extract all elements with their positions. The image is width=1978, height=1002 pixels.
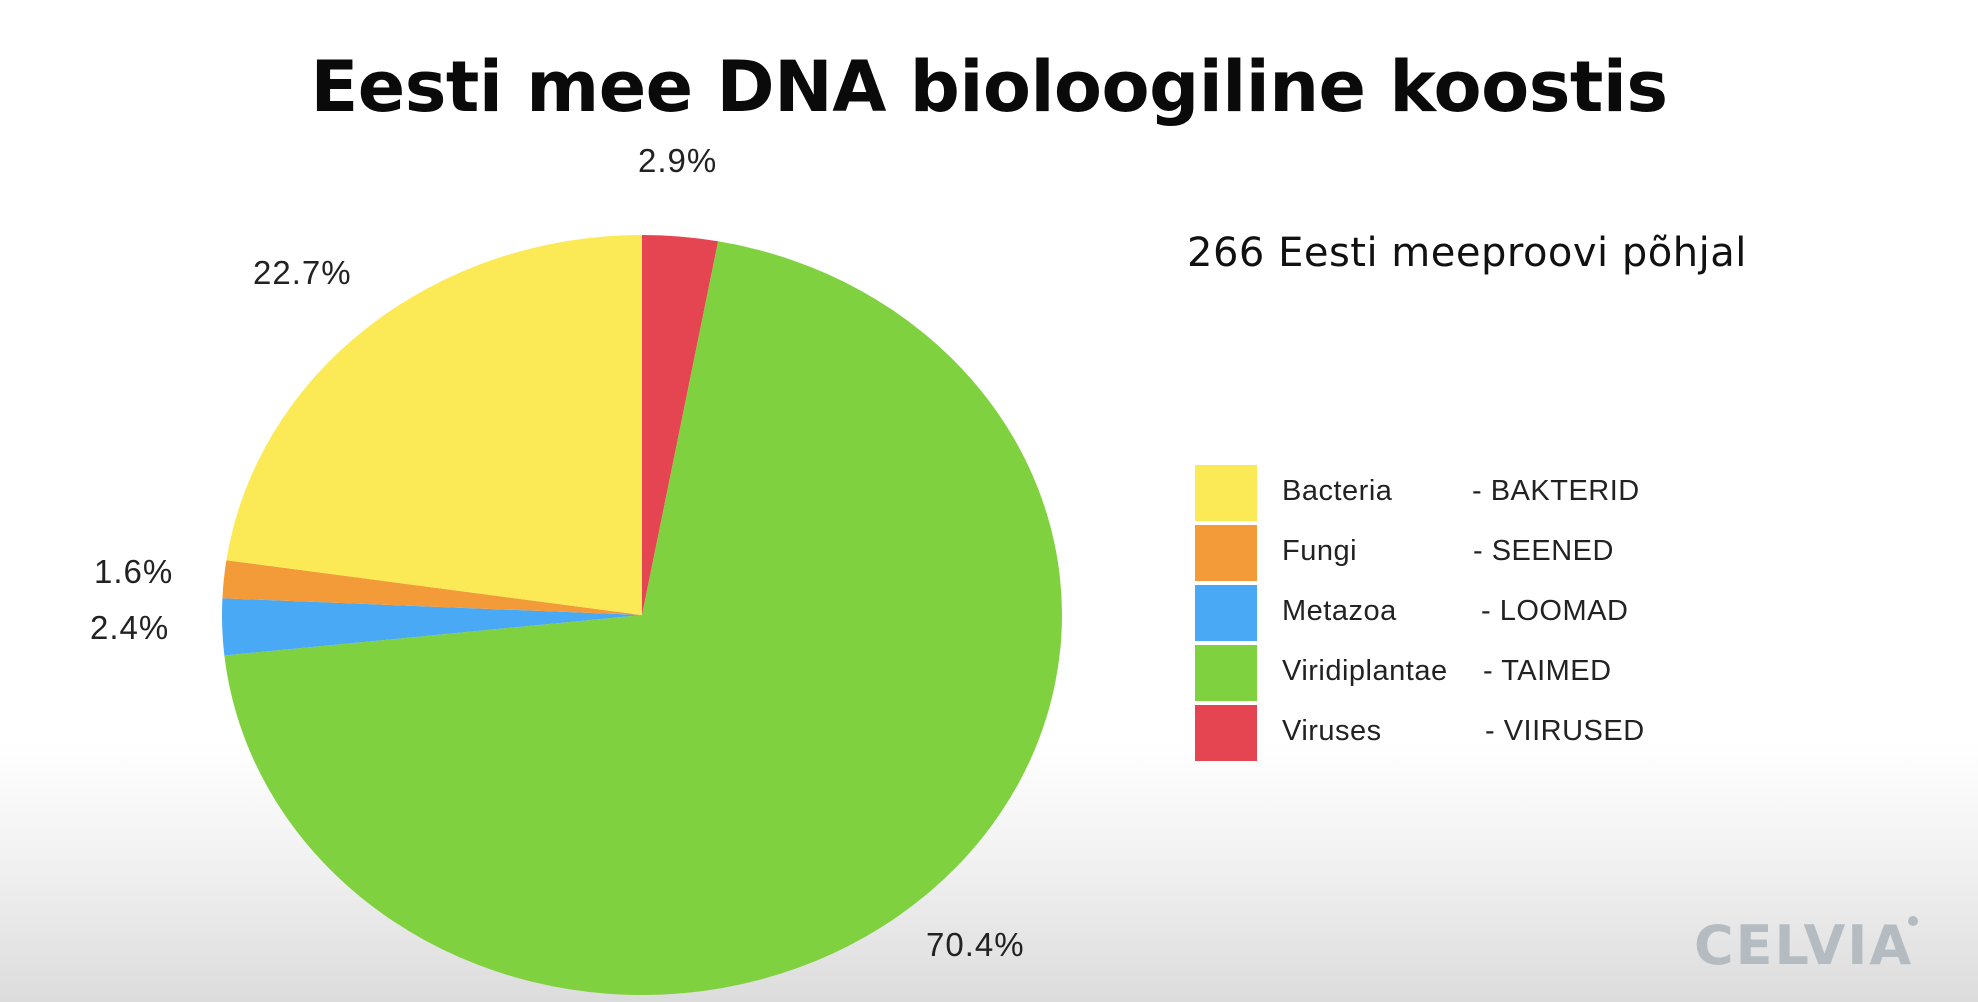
celvia-logo: CELVIA	[1694, 914, 1914, 977]
legend-label-viridiplantae: Viridiplantae	[1282, 655, 1448, 687]
legend-swatch-metazoa	[1195, 585, 1257, 641]
legend-label-bacteria: Bacteria	[1282, 475, 1393, 507]
legend-label-viruses-et: - VIIRUSED	[1485, 715, 1645, 747]
chart-subtitle: 266 Eesti meeproovi põhjal	[1187, 230, 1747, 276]
legend-swatch-fungi	[1195, 525, 1257, 581]
legend-label-bacteria-et: - BAKTERID	[1472, 475, 1640, 507]
legend-label-viridiplantae-et: - TAIMED	[1483, 655, 1612, 687]
pie-slice-metazoa	[222, 598, 643, 656]
legend-label-fungi-et: - SEENED	[1473, 535, 1614, 567]
legend-label-viruses: Viruses	[1282, 715, 1382, 747]
slice-label-viridiplantae: 70.4%	[926, 926, 1025, 963]
chart-title: Eesti mee DNA bioloogiline koostis	[310, 46, 1668, 128]
legend-swatch-viruses	[1195, 705, 1257, 761]
legend-swatch-bacteria	[1195, 465, 1257, 521]
pie-slice-bacteria	[226, 235, 642, 615]
logo-dot-icon	[1908, 916, 1918, 926]
slice-label-metazoa: 2.4%	[90, 609, 170, 646]
legend-label-metazoa-et: - LOOMAD	[1481, 595, 1629, 627]
legend-swatch-viridiplantae	[1195, 645, 1257, 701]
pie-slice-viruses	[642, 235, 719, 615]
legend-label-metazoa: Metazoa	[1282, 595, 1397, 627]
slice-label-viruses: 2.9%	[638, 142, 718, 179]
slice-label-fungi: 1.6%	[94, 553, 174, 590]
pie-slice-fungi	[222, 560, 642, 615]
slice-label-bacteria: 22.7%	[253, 254, 352, 291]
legend-label-fungi: Fungi	[1282, 535, 1358, 567]
pie-slice-viridiplantae	[224, 241, 1062, 995]
